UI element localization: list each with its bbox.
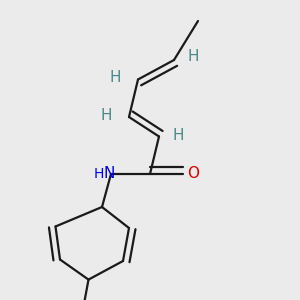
- Text: N: N: [104, 167, 115, 182]
- Text: H: H: [101, 108, 112, 123]
- Text: H: H: [188, 50, 199, 64]
- Text: H: H: [94, 167, 104, 181]
- Text: O: O: [188, 167, 200, 182]
- Text: H: H: [173, 128, 184, 142]
- Text: H: H: [110, 70, 121, 86]
